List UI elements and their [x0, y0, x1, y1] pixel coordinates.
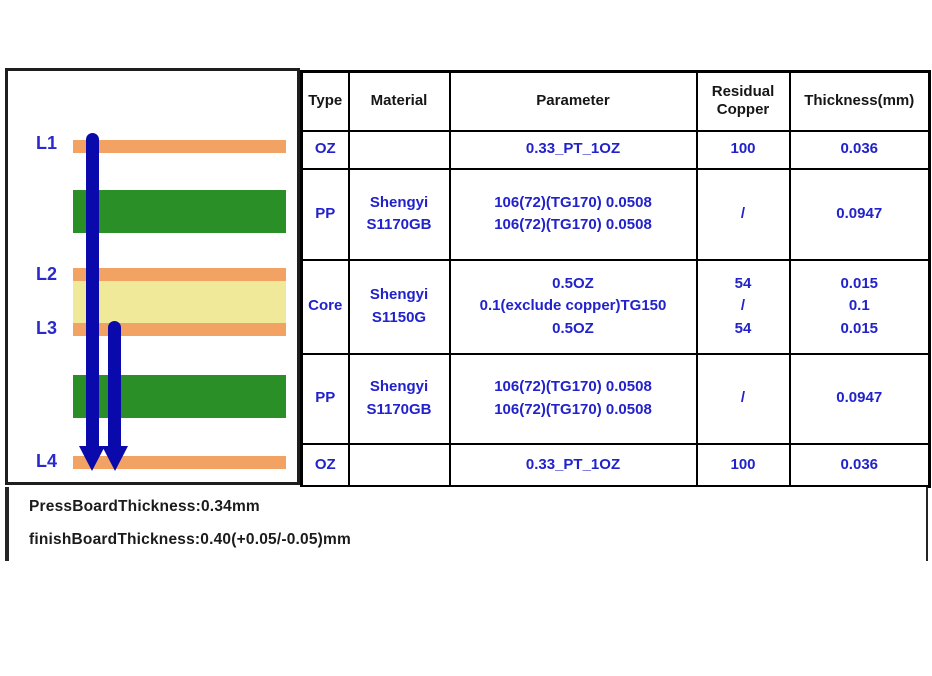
cell-residual-copper: 100 [695, 442, 791, 488]
layer-label-l2: L2 [36, 264, 58, 284]
layer-stack-diagram: L1 L2 L3 L4 [5, 68, 300, 485]
col-header-thickness: Thickness(mm) [788, 70, 931, 132]
table-row: OZ 0.33_PT_1OZ 100 0.036 [300, 442, 931, 488]
copper-layer-l3 [73, 323, 286, 336]
cell-parameter: 0.33_PT_1OZ [448, 129, 698, 170]
press-board-thickness: PressBoardThickness:0.34mm [29, 498, 260, 515]
copper-layer-l1 [73, 140, 286, 153]
table-row: Core Shengyi S1150G 0.5OZ 0.1(exclude co… [300, 258, 931, 355]
cell-thickness: 0.0947 [788, 167, 931, 261]
col-header-residual-copper: Residual Copper [695, 70, 791, 132]
cell-type: OZ [300, 129, 350, 170]
layer-label-l3: L3 [36, 318, 58, 338]
cell-residual-copper: 54 / 54 [695, 258, 791, 355]
cell-type: Core [300, 258, 350, 355]
via-arrow-l3-l4-shaft [108, 321, 121, 448]
cell-type: PP [300, 352, 350, 445]
finish-board-thickness: finishBoardThickness:0.40(+0.05/-0.05)mm [29, 531, 351, 548]
cell-thickness: 0.036 [788, 129, 931, 170]
cell-thickness: 0.015 0.1 0.015 [788, 258, 931, 355]
cell-material [347, 129, 451, 170]
prepreg-layer-bottom [73, 375, 286, 418]
cell-type: OZ [300, 442, 350, 488]
via-arrow-l1-l4-head [79, 446, 105, 471]
cell-material: Shengyi S1170GB [347, 167, 451, 261]
table-row: PP Shengyi S1170GB 106(72)(TG170) 0.0508… [300, 352, 931, 445]
table-row: PP Shengyi S1170GB 106(72)(TG170) 0.0508… [300, 167, 931, 261]
cell-parameter: 106(72)(TG170) 0.0508 106(72)(TG170) 0.0… [448, 167, 698, 261]
layer-label-l4: L4 [36, 451, 58, 471]
cell-residual-copper: / [695, 167, 791, 261]
board-thickness-notes: PressBoardThickness:0.34mm finishBoardTh… [5, 487, 928, 561]
cell-parameter: 0.33_PT_1OZ [448, 442, 698, 488]
cell-type: PP [300, 167, 350, 261]
col-header-material: Material [347, 70, 451, 132]
cell-parameter: 106(72)(TG170) 0.0508 106(72)(TG170) 0.0… [448, 352, 698, 445]
cell-material: Shengyi S1150G [347, 258, 451, 355]
layer-label-l1: L1 [36, 133, 58, 153]
col-header-parameter: Parameter [448, 70, 698, 132]
core-layer [73, 281, 286, 323]
stackup-table: Type Material Parameter Residual Copper … [300, 70, 931, 488]
cell-residual-copper: / [695, 352, 791, 445]
col-header-type: Type [300, 70, 350, 132]
via-arrow-l1-l4-shaft [86, 133, 99, 448]
table-row: OZ 0.33_PT_1OZ 100 0.036 [300, 129, 931, 170]
cell-material: Shengyi S1170GB [347, 352, 451, 445]
cell-material [347, 442, 451, 488]
copper-layer-l2 [73, 268, 286, 281]
cell-thickness: 0.036 [788, 442, 931, 488]
cell-thickness: 0.0947 [788, 352, 931, 445]
via-arrow-l3-l4-head [102, 446, 128, 471]
prepreg-layer-top [73, 190, 286, 233]
table-header-row: Type Material Parameter Residual Copper … [300, 70, 931, 132]
cell-parameter: 0.5OZ 0.1(exclude copper)TG150 0.5OZ [448, 258, 698, 355]
cell-residual-copper: 100 [695, 129, 791, 170]
